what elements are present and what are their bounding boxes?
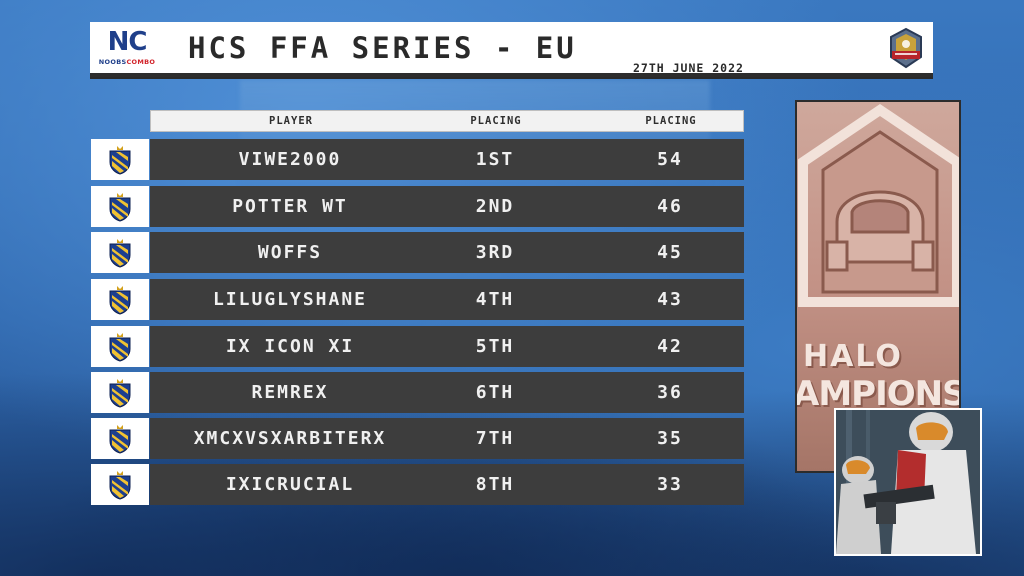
table-header: PLAYER PLACING PLACING	[150, 110, 744, 132]
row-bar: POTTER WT 2ND 46	[150, 186, 744, 227]
row-bar: REMREX 6TH 36	[150, 372, 744, 413]
player-points: 54	[657, 149, 683, 170]
player-points: 42	[657, 336, 683, 357]
team-crest-cell	[91, 279, 149, 320]
column-header-points: PLACING	[645, 115, 697, 127]
team-crest-icon	[109, 146, 131, 175]
team-crest-icon	[109, 333, 131, 362]
team-crest-icon	[109, 471, 131, 500]
team-crest-cell	[91, 232, 149, 273]
player-name: REMREX	[251, 382, 329, 403]
page-title: HCS FFA SERIES - EU	[188, 31, 577, 65]
row-bar: LILUGLYSHANE 4TH 43	[150, 279, 744, 320]
player-name: IXICRUCIAL	[225, 474, 355, 495]
row-bar: IXICRUCIAL 8TH 33	[150, 464, 744, 505]
table-row: IX ICON XI 5TH 42	[91, 326, 744, 367]
team-crest-cell	[91, 186, 149, 227]
player-placing: 8TH	[475, 474, 515, 495]
table-row: VIWE2000 1ST 54	[91, 139, 744, 180]
player-placing: 4TH	[475, 289, 515, 310]
team-crest-cell	[91, 139, 149, 180]
team-crest-cell	[91, 372, 149, 413]
player-points: 45	[657, 242, 683, 263]
player-name: LILUGLYSHANE	[212, 289, 368, 310]
noobs-combo-logo: NC NOOBSCOMBO	[98, 28, 156, 68]
spartan-image	[834, 408, 982, 556]
player-placing: 3RD	[475, 242, 515, 263]
player-points: 33	[657, 474, 683, 495]
team-crest-cell	[91, 326, 149, 367]
player-placing: 2ND	[475, 196, 515, 217]
player-points: 43	[657, 289, 683, 310]
team-crest-cell	[91, 418, 149, 459]
team-crest-icon	[109, 286, 131, 315]
table-row: POTTER WT 2ND 46	[91, 186, 744, 227]
player-points: 46	[657, 196, 683, 217]
team-crest-icon	[109, 379, 131, 408]
halo-championship-badge-icon	[888, 27, 924, 71]
row-bar: VIWE2000 1ST 54	[150, 139, 744, 180]
player-points: 36	[657, 382, 683, 403]
logo-subtext: NOOBSCOMBO	[98, 58, 156, 66]
table-row: XMCXVSXARBITERX 7TH 35	[91, 418, 744, 459]
player-placing: 5TH	[475, 336, 515, 357]
player-name: POTTER WT	[232, 196, 348, 217]
row-bar: IX ICON XI 5TH 42	[150, 326, 744, 367]
row-bar: WOFFS 3RD 45	[150, 232, 744, 273]
player-name: VIWE2000	[238, 149, 342, 170]
poster-halo-text: HALO	[803, 339, 903, 374]
table-row: WOFFS 3RD 45	[91, 232, 744, 273]
header-underline	[90, 73, 933, 77]
player-name: WOFFS	[257, 242, 323, 263]
halo-helmet-emblem-icon	[798, 103, 959, 307]
table-row: LILUGLYSHANE 4TH 43	[91, 279, 744, 320]
team-crest-icon	[109, 425, 131, 454]
table-row: IXICRUCIAL 8TH 33	[91, 464, 744, 505]
player-name: XMCXVSXARBITERX	[193, 428, 387, 449]
team-crest-cell	[91, 464, 149, 505]
column-header-placing: PLACING	[470, 115, 522, 127]
player-placing: 1ST	[475, 149, 515, 170]
player-placing: 7TH	[475, 428, 515, 449]
date-tab	[610, 58, 750, 77]
team-crest-icon	[109, 239, 131, 268]
player-name: IX ICON XI	[225, 336, 355, 357]
team-crest-icon	[109, 193, 131, 222]
spartan-figure-icon	[836, 410, 980, 554]
player-placing: 6TH	[475, 382, 515, 403]
table-row: REMREX 6TH 36	[91, 372, 744, 413]
player-points: 35	[657, 428, 683, 449]
poster-championship-text: AMPIONSH	[795, 374, 959, 414]
row-bar: XMCXVSXARBITERX 7TH 35	[150, 418, 744, 459]
event-date: 27TH JUNE 2022	[633, 61, 744, 75]
column-header-player: PLAYER	[269, 115, 313, 127]
logo-letters: NC	[107, 27, 148, 57]
header-bar: NC NOOBSCOMBO HCS FFA SERIES - EU 27TH J…	[90, 22, 933, 77]
poster-text: HALO AMPIONSH	[795, 339, 959, 415]
